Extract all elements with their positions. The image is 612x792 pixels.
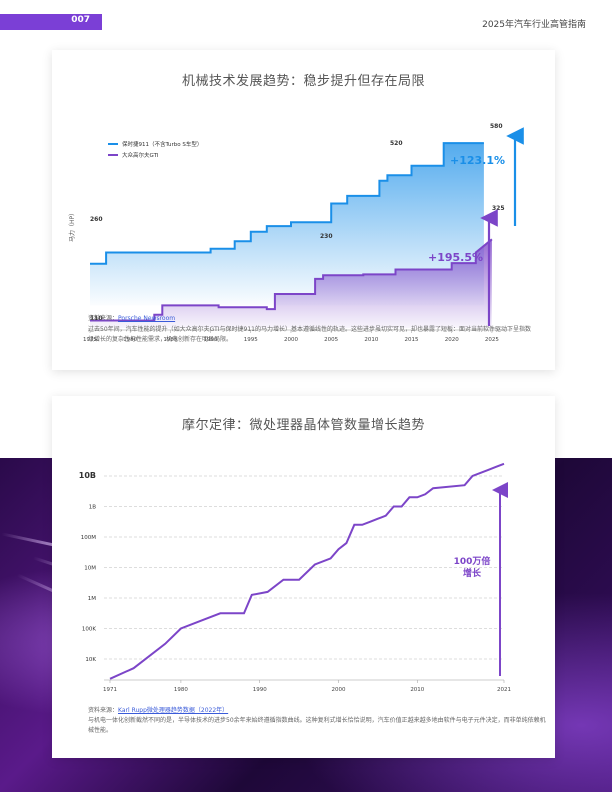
document-title: 2025年汽车行业高管指南 xyxy=(482,20,586,30)
x-tick-label: 2025 xyxy=(485,337,499,343)
legend-label-gti: 大众高尔夫GTI xyxy=(122,151,159,159)
x-tick-label: 2000 xyxy=(284,337,298,343)
x-tick-label: 1980 xyxy=(174,687,188,693)
y-tick-label: 10B xyxy=(79,471,96,480)
y-tick-label: 100M xyxy=(81,535,96,541)
page-number-tab: 007 xyxy=(0,14,102,30)
value-label-911-mid: 520 xyxy=(390,140,403,147)
chart-title: 摩尔定律：微处理器晶体管数量增长趋势 xyxy=(181,418,425,433)
y-tick-label: 1M xyxy=(88,596,96,602)
series-area-0 xyxy=(90,143,484,306)
series-line-0 xyxy=(90,142,484,265)
x-tick-label: 2021 xyxy=(497,687,511,693)
x-tick-label: 1975 xyxy=(83,337,97,343)
y-tick-label: 10M xyxy=(84,566,96,572)
value-label-gti-start: 110 xyxy=(90,315,103,322)
x-tick-label: 2010 xyxy=(364,337,378,343)
chart-card-moores-law: 摩尔定律：微处理器晶体管数量增长趋势 10K 100K 1M 10M 100M 1B 10B… xyxy=(52,396,555,758)
transistor-chart: 10K 100K 1M 10M 100M 1B 10B 1971 1980 1990 2000 20… xyxy=(79,462,511,693)
x-tick-label: 2020 xyxy=(445,337,459,343)
y-axis-label: 马力（HP） xyxy=(68,210,76,242)
x-tick-label: 1995 xyxy=(244,337,258,343)
x-tick-label: 1980 xyxy=(123,337,137,343)
x-tick-label: 2000 xyxy=(332,687,346,693)
growth-label-line1: 100万倍 xyxy=(454,555,491,567)
source-prefix: 资料来源： xyxy=(88,315,119,322)
source-line: 资料来源：Porsche Newsroom xyxy=(88,313,175,322)
page-number: 007 xyxy=(71,15,90,25)
growth-label-line2: 增长 xyxy=(463,567,482,579)
chart-card-mechanical: 机械技术发展趋势：稳步提升但存在局限 1975 1980 1985 1990 1995 2… xyxy=(52,50,555,370)
chart-title: 机械技术发展趋势：稳步提升但存在局限 xyxy=(181,74,425,89)
growth-label-gti: +195.5% xyxy=(428,251,483,264)
x-tick-label: 1990 xyxy=(204,337,218,343)
y-tick-label: 10K xyxy=(85,657,96,663)
source-line: 资料来源：Karl Rupp微处理器趋势数据（2022年） xyxy=(88,705,228,714)
y-tick-label: 1B xyxy=(89,505,96,511)
value-label-911-end: 580 xyxy=(490,123,503,130)
x-tick-label: 2015 xyxy=(405,337,419,343)
transistor-series-line xyxy=(109,462,505,680)
y-tick-label: 100K xyxy=(82,627,96,633)
value-label-gti-end: 325 xyxy=(492,205,505,212)
chart-note: 与机电一体化创新截然不同的是，半导体技术的进步50余年来始终遵循指数曲线。这种复… xyxy=(88,717,546,734)
x-tick-label: 2010 xyxy=(410,687,424,693)
source-prefix: 资料来源： xyxy=(88,707,119,714)
x-tick-label: 1990 xyxy=(253,687,267,693)
x-tick-label: 1971 xyxy=(103,687,117,693)
value-label-911-start: 260 xyxy=(90,216,103,223)
series-line-1 xyxy=(90,238,493,322)
source-link[interactable]: Karl Rupp微处理器趋势数据（2022年） xyxy=(118,707,229,714)
legend-label-911: 保时捷911（不含Turbo S车型） xyxy=(122,140,202,148)
value-label-gti-mid: 230 xyxy=(320,233,333,240)
growth-label-911: +123.1% xyxy=(450,154,505,167)
horsepower-chart: 1975 1980 1985 1990 1995 2000 2005 2010 2015 2020… xyxy=(68,123,524,343)
chart-note: 过去50年间，汽车性能的提升（如大众高尔夫GTI与保时捷911的马力增长）基本遵… xyxy=(88,326,531,343)
source-link[interactable]: Porsche Newsroom xyxy=(118,315,176,322)
x-tick-label: 1985 xyxy=(163,337,177,343)
x-tick-label: 2005 xyxy=(324,337,338,343)
